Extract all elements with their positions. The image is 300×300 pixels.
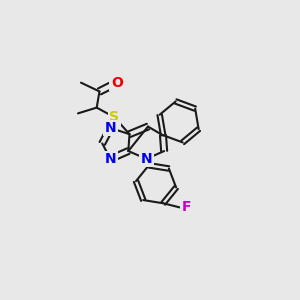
Text: N: N — [104, 152, 116, 166]
Text: O: O — [111, 76, 123, 90]
Text: F: F — [182, 200, 191, 214]
Text: N: N — [104, 121, 116, 135]
Text: N: N — [140, 152, 152, 166]
Text: S: S — [110, 110, 119, 124]
